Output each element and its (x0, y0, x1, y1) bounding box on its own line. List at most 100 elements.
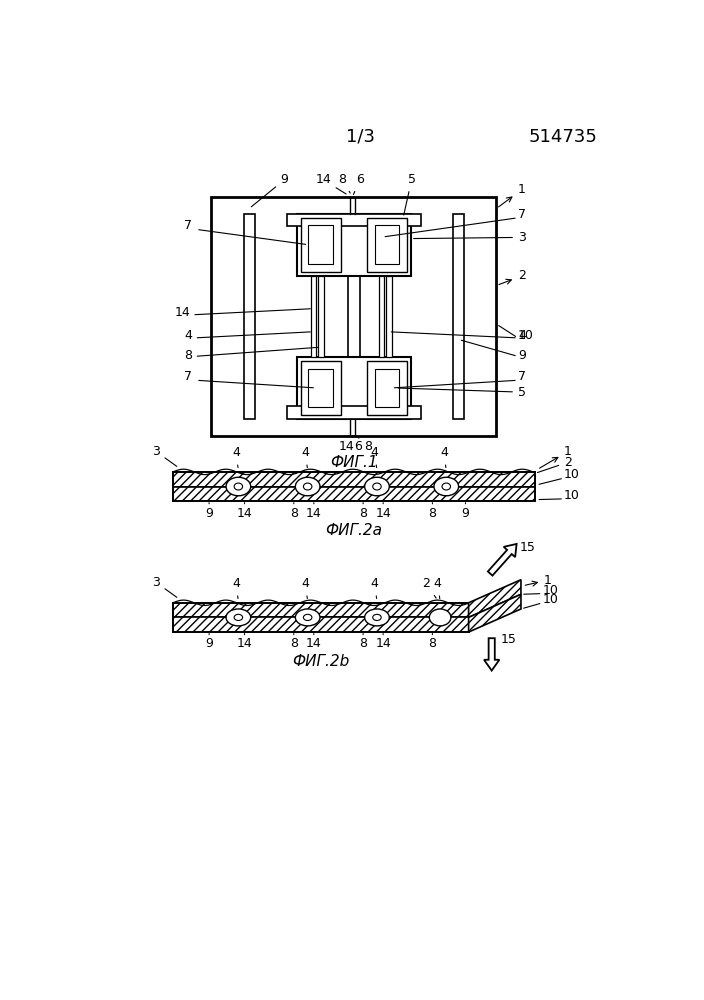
Bar (173, 487, 535, 501)
Bar (375, 369, 399, 407)
Ellipse shape (365, 477, 389, 496)
Text: 9: 9 (518, 349, 526, 362)
Text: 4: 4 (232, 577, 240, 598)
Bar (379, 276, 384, 357)
Text: 8: 8 (429, 503, 436, 520)
Bar (386, 276, 391, 357)
Text: 4: 4 (184, 329, 192, 342)
Ellipse shape (226, 609, 251, 626)
Ellipse shape (372, 483, 381, 490)
Bar (297, 214, 411, 276)
Text: 7: 7 (518, 370, 526, 383)
Text: 9: 9 (251, 173, 289, 207)
Text: 8: 8 (184, 349, 192, 362)
Bar (367, 361, 407, 415)
Text: ФИГ.1: ФИГ.1 (330, 455, 377, 470)
Text: 9: 9 (205, 503, 213, 520)
Text: ФИГ.2b: ФИГ.2b (292, 654, 349, 669)
Text: 8: 8 (290, 634, 298, 650)
Text: 3: 3 (152, 576, 177, 597)
Text: 3: 3 (152, 445, 177, 466)
Text: 14: 14 (237, 634, 253, 650)
Bar (348, 214, 360, 419)
Bar (211, 197, 496, 436)
Text: 5: 5 (398, 386, 526, 399)
Text: 8: 8 (358, 438, 372, 453)
Text: 14: 14 (237, 503, 253, 520)
Ellipse shape (296, 477, 320, 496)
Text: 8: 8 (359, 634, 367, 650)
Ellipse shape (234, 483, 243, 490)
Polygon shape (469, 594, 521, 632)
Text: 7: 7 (184, 219, 192, 232)
Text: 7: 7 (184, 370, 192, 383)
Text: 4: 4 (371, 446, 379, 468)
Text: 2: 2 (422, 577, 436, 598)
Bar (453, 214, 464, 419)
Text: 4: 4 (371, 577, 379, 598)
Text: 8: 8 (290, 503, 298, 520)
Text: 14: 14 (375, 634, 391, 650)
Text: 4: 4 (232, 446, 240, 468)
Text: 10: 10 (543, 584, 558, 597)
Bar (287, 214, 421, 226)
Bar (297, 357, 411, 419)
Ellipse shape (434, 477, 458, 496)
Text: ФИГ.2а: ФИГ.2а (325, 523, 382, 538)
FancyArrow shape (488, 544, 517, 576)
Ellipse shape (296, 609, 320, 626)
Text: 1/3: 1/3 (346, 128, 375, 146)
Ellipse shape (234, 614, 243, 620)
Text: 4: 4 (440, 446, 448, 468)
Text: 10: 10 (564, 489, 580, 502)
Bar (244, 214, 255, 419)
Polygon shape (469, 580, 521, 617)
Text: 9: 9 (205, 634, 213, 650)
Bar (287, 406, 421, 419)
Text: 8: 8 (429, 634, 436, 650)
Ellipse shape (365, 609, 389, 626)
Text: 7: 7 (518, 208, 526, 221)
Text: 10: 10 (518, 329, 534, 342)
Text: 4: 4 (518, 329, 526, 342)
Bar (173, 603, 469, 617)
Text: 14: 14 (306, 503, 322, 520)
Text: 10: 10 (564, 468, 580, 481)
Ellipse shape (372, 614, 381, 620)
Text: 14: 14 (175, 306, 190, 319)
Text: 1: 1 (539, 445, 572, 468)
Text: 4: 4 (301, 577, 309, 598)
Text: 1: 1 (498, 183, 526, 207)
Ellipse shape (429, 609, 451, 626)
Text: 10: 10 (543, 593, 558, 606)
Text: 8: 8 (339, 173, 350, 193)
Bar (367, 218, 407, 272)
Ellipse shape (303, 614, 312, 620)
Text: 14: 14 (315, 173, 346, 194)
Bar (310, 276, 316, 357)
Bar (173, 617, 469, 632)
Ellipse shape (442, 483, 451, 490)
Bar (308, 369, 333, 407)
Ellipse shape (226, 477, 251, 496)
Text: 2: 2 (499, 269, 526, 285)
Ellipse shape (303, 483, 312, 490)
Text: 14: 14 (375, 503, 391, 520)
Text: 6: 6 (352, 436, 362, 453)
Text: 1: 1 (525, 574, 552, 587)
Text: 14: 14 (339, 436, 354, 453)
Text: 8: 8 (359, 503, 367, 520)
Text: 5: 5 (404, 173, 415, 215)
FancyArrow shape (484, 638, 499, 671)
Text: 4: 4 (434, 577, 441, 598)
Bar (301, 218, 341, 272)
Text: 514735: 514735 (529, 128, 598, 146)
Text: 9: 9 (462, 503, 470, 520)
Text: 6: 6 (353, 173, 364, 194)
Bar (301, 361, 341, 415)
Bar (375, 225, 399, 264)
Bar (318, 276, 324, 357)
Text: 14: 14 (306, 634, 322, 650)
Text: 2: 2 (537, 456, 572, 473)
Text: 15: 15 (520, 541, 535, 554)
